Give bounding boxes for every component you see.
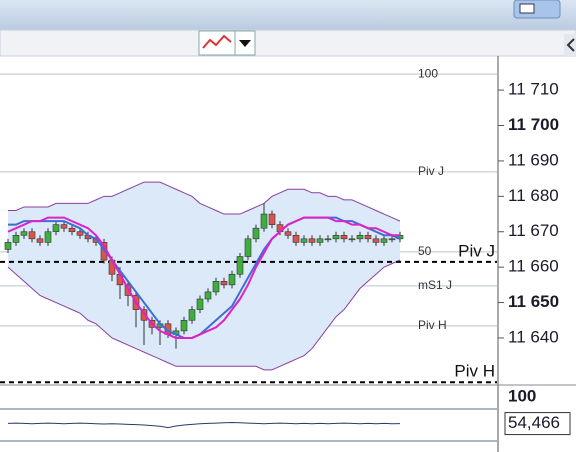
candle-body <box>252 227 260 240</box>
level-label: mS1 J <box>418 278 452 292</box>
candle-body <box>388 238 396 241</box>
candle-body <box>188 309 196 321</box>
candle-body <box>260 213 268 229</box>
band-upper <box>8 181 401 222</box>
candle-body <box>372 238 380 243</box>
candle-body <box>268 213 276 225</box>
y-tick-label: 11 660 <box>508 257 559 276</box>
candle-body <box>20 231 28 236</box>
candle-body <box>324 238 332 241</box>
candle-body <box>340 234 348 240</box>
indicator-icon <box>202 34 232 49</box>
y-tick-label: 11 640 <box>508 327 559 346</box>
level-label: 100 <box>418 66 438 80</box>
candle-body <box>332 234 340 240</box>
chart-toolbar <box>0 29 576 57</box>
band-fill <box>8 182 400 370</box>
y-tick-label: 11 650 <box>508 292 559 311</box>
osc-value-label: 54,466 <box>508 413 560 432</box>
candle-body <box>364 234 372 240</box>
candle-body <box>228 273 236 286</box>
candle-body <box>196 298 204 310</box>
top-toolbar <box>0 0 576 30</box>
candle-body <box>292 234 300 243</box>
candle-body <box>244 238 252 257</box>
plot: 11 640 11 650 11 660 11 670 11 680 11 690 11 7… <box>0 66 571 442</box>
candle-body <box>212 281 220 293</box>
candle-body <box>60 224 68 229</box>
pivot-label: Piv J <box>458 241 495 260</box>
candle-body <box>4 242 12 250</box>
candle-body <box>316 238 324 243</box>
candle-body <box>76 231 84 236</box>
moving-average <box>8 216 401 339</box>
candle-body <box>28 231 36 240</box>
osc-value-box <box>504 412 571 436</box>
candle-body <box>12 234 20 243</box>
keyboard-icon <box>519 3 535 14</box>
candle-body <box>140 309 148 321</box>
band-lower <box>7 259 401 371</box>
candle-body <box>68 227 76 233</box>
level-label: Piv J <box>418 164 444 178</box>
y-tick-label: 11 690 <box>508 150 559 169</box>
candle-body <box>284 231 292 236</box>
dropdown-arrow <box>239 40 251 47</box>
y-tick-label: 11 670 <box>508 221 559 240</box>
candle-body <box>52 224 60 233</box>
candle-body <box>204 291 212 300</box>
candle-body <box>308 238 316 243</box>
y-tick-label: 11 700 <box>508 115 559 134</box>
candle-body <box>356 234 364 240</box>
collapse-arrow <box>566 38 575 52</box>
oscillator-line <box>7 421 401 429</box>
osc-tick-label: 100 <box>508 386 536 405</box>
level-label: Piv H <box>418 318 447 332</box>
y-tick-label: 11 680 <box>508 186 559 205</box>
candle-body <box>220 281 228 286</box>
level-label: 50 <box>418 244 432 258</box>
candle-body <box>300 238 308 243</box>
candle-body <box>236 256 244 275</box>
side-collapse[interactable] <box>564 34 576 56</box>
candle-body <box>380 238 388 243</box>
candle-body <box>36 238 44 243</box>
candle-body <box>348 238 356 241</box>
y-tick-label: 11 710 <box>508 80 559 99</box>
moving-average <box>7 216 400 339</box>
pivot-label: Piv H <box>454 362 495 381</box>
candle-body <box>180 319 188 332</box>
candle-body <box>44 231 52 243</box>
